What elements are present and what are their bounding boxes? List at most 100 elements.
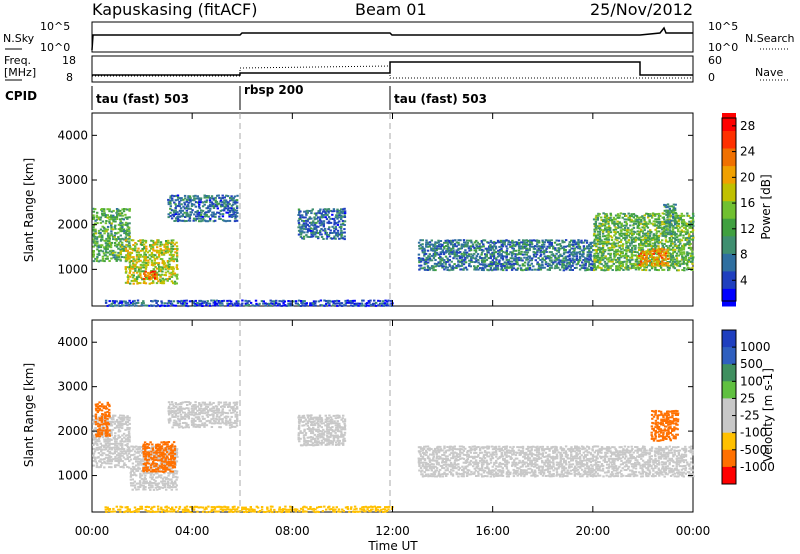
power-cell-6	[598, 213, 601, 216]
power-cell-8	[666, 228, 670, 231]
velocity-cell-0	[110, 458, 113, 461]
power-cell-4	[341, 222, 345, 225]
power-cell-1	[132, 271, 135, 274]
velocity-cell-0	[117, 416, 120, 419]
power-cell-0	[119, 228, 122, 231]
power-cell-9	[287, 304, 290, 307]
power-cell-5	[576, 262, 580, 265]
power-cell-5	[489, 268, 493, 271]
power-cell-6	[605, 220, 608, 223]
power-cell-4	[311, 230, 315, 233]
power-cell-5	[557, 247, 560, 250]
power-cell-6	[630, 240, 633, 243]
power-cell-5	[439, 256, 442, 259]
power-cell-0	[119, 214, 122, 217]
power-cell-1	[166, 267, 170, 270]
velocity-cell-2	[131, 465, 135, 468]
velocity-cell-0	[101, 436, 105, 439]
power-cell-3	[174, 211, 178, 214]
power-cell-6	[643, 238, 646, 241]
power-cell-5	[517, 245, 521, 248]
power-cell-5	[548, 259, 552, 262]
power-cell-5	[461, 256, 464, 259]
power-cell-6	[636, 251, 639, 254]
power-cell-5	[423, 263, 426, 266]
power-cell-5	[509, 245, 512, 248]
power-colorbar-label-0: 28	[740, 119, 755, 133]
power-cell-5	[522, 243, 525, 246]
power-cell-6	[621, 263, 625, 266]
velocity-cell-0	[110, 430, 113, 433]
power-cell-0	[100, 208, 104, 210]
power-cell-6	[604, 227, 607, 230]
power-cell-7	[655, 251, 659, 253]
power-cell-5	[473, 266, 477, 269]
velocity-cell-2	[154, 480, 157, 483]
power-cell-0	[110, 222, 113, 225]
power-cell-9	[262, 302, 265, 305]
power-cell-1	[161, 266, 164, 269]
power-cell-5	[487, 265, 491, 268]
power-cell-6	[607, 257, 610, 260]
power-cell-4	[327, 210, 330, 213]
velocity-cell-3	[144, 457, 147, 460]
power-cell-4	[322, 229, 325, 232]
velocity-cell-2	[173, 480, 177, 483]
power-cell-6	[673, 258, 677, 261]
power-cell-6	[688, 260, 691, 263]
power-cell-7	[664, 258, 667, 261]
velocity-cell-1	[102, 427, 105, 429]
date-title: 25/Nov/2012	[590, 0, 694, 19]
power-cell-3	[173, 195, 176, 198]
velocity-cell-3	[159, 453, 162, 456]
power-cell-8	[668, 208, 671, 210]
power-cell-0	[112, 218, 115, 221]
power-cell-4	[308, 221, 312, 224]
power-cell-5	[442, 261, 446, 264]
power-cell-9	[381, 300, 385, 303]
power-cell-0	[105, 244, 108, 247]
power-ytick-label-2: 3000	[57, 173, 88, 187]
power-cell-4	[324, 233, 327, 236]
power-cell-5	[546, 245, 549, 248]
power-cell-7	[666, 262, 670, 265]
velocity-cell-0	[113, 427, 117, 429]
power-cell-5	[478, 243, 481, 246]
power-cell-6	[650, 222, 653, 225]
cpid-label: CPID	[5, 89, 37, 103]
power-cell-6	[616, 223, 619, 225]
power-cell-1	[152, 249, 155, 252]
velocity-cell-2	[170, 478, 173, 481]
power-cell-5	[421, 257, 425, 260]
power-cell-6	[643, 266, 646, 269]
power-cell-0	[120, 212, 124, 215]
velocity-cell-0	[126, 448, 129, 451]
power-cell-5	[544, 263, 548, 266]
power-cell-6	[666, 222, 669, 225]
power-cell-9	[230, 302, 233, 305]
power-cell-6	[625, 254, 628, 257]
velocity-cell-1	[105, 432, 109, 435]
power-cell-5	[534, 251, 537, 254]
power-cell-5	[446, 249, 449, 252]
power-cell-1	[158, 265, 161, 268]
power-cell-5	[420, 259, 423, 261]
power-cell-4	[339, 231, 343, 234]
velocity-cell-0	[110, 416, 113, 419]
power-cell-5	[529, 259, 532, 262]
power-cell-9	[171, 304, 174, 307]
power-cell-6	[686, 253, 689, 256]
power-cell-5	[568, 250, 571, 253]
power-cell-3	[208, 209, 212, 212]
power-cell-6	[633, 238, 636, 241]
power-cell-5	[446, 241, 449, 244]
velocity-cell-0	[98, 436, 101, 439]
velocity-cell-0	[94, 441, 97, 443]
velocity-cell-2	[162, 480, 165, 483]
power-cell-6	[607, 247, 610, 250]
power-cell-1	[129, 270, 132, 272]
power-cell-6	[616, 213, 620, 216]
power-cell-5	[521, 264, 524, 267]
power-cell-1	[156, 243, 159, 246]
power-cell-6	[690, 220, 693, 223]
